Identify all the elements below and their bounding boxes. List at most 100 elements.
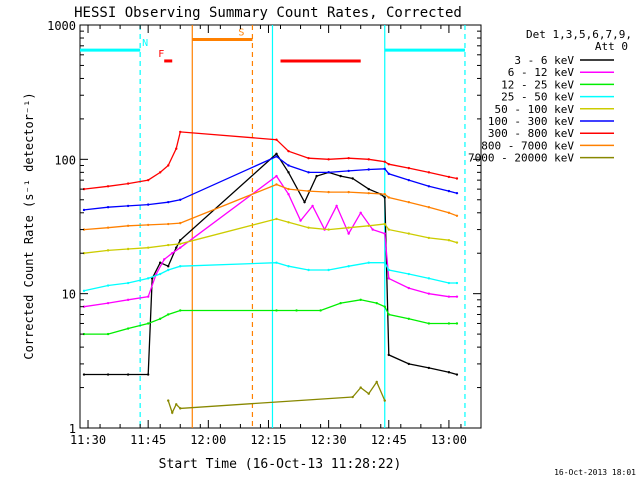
data-point-8-0 xyxy=(167,399,170,402)
data-point-6-11 xyxy=(327,158,330,161)
data-point-2-13 xyxy=(383,305,386,308)
data-point-2-11 xyxy=(359,298,362,302)
state-label-F: F xyxy=(158,49,164,60)
data-point-7-7 xyxy=(287,187,290,191)
data-point-3-10 xyxy=(327,268,330,272)
data-point-1-0 xyxy=(82,305,86,308)
data-point-5-5 xyxy=(179,198,182,201)
data-point-4-16 xyxy=(447,239,451,242)
data-point-1-1 xyxy=(106,301,110,305)
data-point-0-19 xyxy=(387,353,390,357)
y-tick-label-1: 10 xyxy=(62,288,76,302)
data-point-2-12 xyxy=(375,301,378,305)
series-line-5 xyxy=(83,155,458,211)
data-point-4-12 xyxy=(383,222,386,226)
data-point-5-15 xyxy=(427,185,431,188)
y-tick-label-0: 1 xyxy=(69,422,76,436)
data-point-8-5 xyxy=(359,386,362,389)
data-point-5-14 xyxy=(407,178,411,182)
data-point-3-12 xyxy=(367,261,370,264)
data-point-3-8 xyxy=(287,265,290,268)
data-point-2-6 xyxy=(179,309,182,312)
data-point-8-7 xyxy=(375,380,378,384)
data-point-3-15 xyxy=(407,272,411,276)
data-point-5-1 xyxy=(106,206,110,209)
data-point-3-16 xyxy=(427,277,431,280)
data-point-7-11 xyxy=(367,191,370,195)
data-point-5-16 xyxy=(447,189,451,193)
data-point-0-22 xyxy=(447,371,451,374)
data-point-2-16 xyxy=(427,322,431,325)
legend-label-2: 12 - 25 keV xyxy=(501,78,574,91)
data-point-2-8 xyxy=(295,309,298,312)
timestamp: 16-Oct-2013 18:01 xyxy=(554,468,636,477)
data-point-0-18 xyxy=(383,196,386,199)
chart-title: HESSI Observing Summary Count Rates, Cor… xyxy=(74,5,462,21)
data-point-5-0 xyxy=(82,208,86,212)
legend-label-4: 50 - 100 keV xyxy=(495,103,575,116)
data-point-3-13 xyxy=(383,261,386,264)
data-point-1-7 xyxy=(179,246,182,249)
y-tick-label-2: 100 xyxy=(54,153,76,167)
data-point-3-0 xyxy=(82,289,86,293)
legend-label-8: 7000 - 20000 keV xyxy=(468,152,574,165)
data-point-6-17 xyxy=(427,171,431,174)
data-point-2-2 xyxy=(126,327,130,330)
data-point-0-7 xyxy=(175,246,178,249)
data-point-7-4 xyxy=(167,222,170,226)
data-point-6-1 xyxy=(106,185,110,188)
data-point-4-3 xyxy=(146,246,150,249)
series-line-0 xyxy=(84,152,458,376)
legend-label-1: 6 - 12 keV xyxy=(508,66,575,79)
data-point-6-7 xyxy=(179,130,182,134)
legend-label-3: 25 - 50 keV xyxy=(501,91,574,104)
data-point-1-19 xyxy=(407,286,411,290)
data-point-5-13 xyxy=(387,172,390,176)
data-point-4-11 xyxy=(367,224,370,228)
data-point-6-16 xyxy=(407,166,411,170)
data-point-2-15 xyxy=(407,317,411,320)
data-point-7-5 xyxy=(179,221,182,225)
data-point-7-9 xyxy=(327,190,330,194)
data-point-8-3 xyxy=(179,407,182,410)
data-point-6-15 xyxy=(387,162,390,166)
data-point-2-17 xyxy=(447,322,451,325)
data-point-4-10 xyxy=(347,226,350,229)
data-point-2-10 xyxy=(339,301,342,305)
data-point-0-0 xyxy=(82,373,86,376)
data-point-4-7 xyxy=(287,221,290,224)
legend-label-0: 3 - 6 keV xyxy=(514,54,574,67)
data-point-1-2 xyxy=(126,298,130,302)
data-point-0-14 xyxy=(339,174,342,178)
data-point-7-0 xyxy=(82,228,86,231)
data-point-0-6 xyxy=(167,265,170,268)
x-tick-label-3: 12:15 xyxy=(250,433,286,447)
data-point-1-21 xyxy=(447,295,451,298)
x-tick-label-0: 11:30 xyxy=(70,433,106,447)
data-point-1-14 xyxy=(347,232,350,235)
data-point-2-0 xyxy=(82,332,86,336)
data-point-7-16 xyxy=(447,211,451,214)
series-line-4 xyxy=(83,218,458,254)
x-tick-label-1: 11:45 xyxy=(130,433,166,447)
data-point-4-8 xyxy=(307,226,310,229)
data-point-3-6 xyxy=(179,265,182,268)
x-tick-label-2: 12:00 xyxy=(190,433,226,447)
data-point-4-17 xyxy=(455,241,459,244)
data-point-0-10 xyxy=(287,171,290,174)
data-point-3-17 xyxy=(447,281,451,285)
data-point-5-3 xyxy=(146,203,150,206)
data-point-0-15 xyxy=(351,177,354,180)
data-point-7-1 xyxy=(106,226,110,229)
x-axis-label: Start Time (16-Oct-13 11:28:22) xyxy=(159,457,402,472)
data-point-1-11 xyxy=(311,204,314,208)
y-axis-label: Corrected Count Rate (s⁻¹ detector⁻¹) xyxy=(22,92,36,359)
data-point-7-14 xyxy=(407,200,411,204)
data-point-3-1 xyxy=(106,284,110,287)
data-point-5-10 xyxy=(347,169,350,173)
data-point-6-19 xyxy=(455,177,459,180)
data-point-7-15 xyxy=(427,206,431,209)
data-point-0-16 xyxy=(367,187,370,191)
legend-label-5: 100 - 300 keV xyxy=(488,115,574,128)
legend-label-6: 300 - 800 keV xyxy=(488,127,574,140)
